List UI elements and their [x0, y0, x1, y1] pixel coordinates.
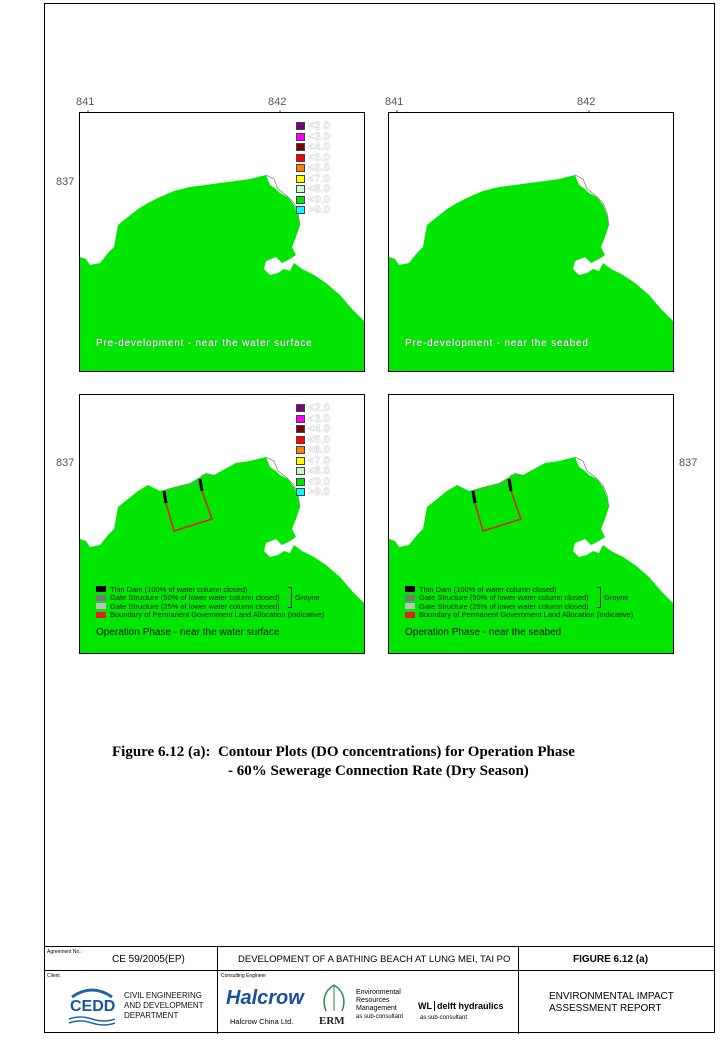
- land-allocation-boundary: [474, 490, 522, 532]
- figure-title-line2: - 60% Sewerage Connection Rate (Dry Seas…: [228, 763, 529, 779]
- erm-name: Environmental Resources Management as su…: [356, 989, 404, 1020]
- legend-item: <5.0: [296, 434, 330, 446]
- annotation-gate-50: Gate Structure (50% of lower water colum…: [405, 593, 633, 602]
- water-area-map: [389, 456, 673, 653]
- title-block: Agreement No.: CE 59/2005(EP) DEVELOPMEN…: [44, 946, 715, 1034]
- groyne-label: Groyne: [604, 593, 629, 602]
- y-tick-837-bottom-left: 837: [56, 457, 75, 469]
- erm-logo-text: ERM: [319, 1015, 345, 1027]
- panel-caption: Operation Phase - near the seabed: [405, 627, 562, 638]
- halcrow-name: Halcrow China Ltd.: [230, 1017, 294, 1026]
- annotation-gate-25: Gate Structure (25% of lower water colum…: [405, 602, 633, 611]
- report-title: ENVIRONMENTAL IMPACT ASSESSMENT REPORT: [549, 991, 674, 1014]
- structure-annotation: Thin Dam (100% of water column closed) G…: [405, 585, 633, 619]
- consultant-cell: Consulting Engineer Halcrow Halcrow Chin…: [218, 971, 519, 1034]
- thin-dam-left: [162, 490, 168, 504]
- halcrow-logo: Halcrow: [226, 987, 304, 1009]
- client-cell: Client CEDD CIVIL ENGINEERING AND DEVELO…: [44, 971, 218, 1034]
- y-tick-837-bottom-right: 837: [679, 457, 698, 469]
- annotation-thin-dam: Thin Dam (100% of water column closed): [96, 585, 324, 594]
- legend-item: <9.0: [296, 476, 330, 488]
- consultant-label: Consulting Engineer: [221, 973, 267, 979]
- cedd-logo-text: CEDD: [70, 998, 116, 1015]
- legend-item: <6.0: [296, 444, 330, 456]
- x-tick-841-left: 841: [76, 96, 95, 108]
- annotation-gate-25: Gate Structure (25% of lower water colum…: [96, 602, 324, 611]
- agreement-label: Agreement No.:: [47, 949, 83, 955]
- x-tick-842-right: 842: [577, 96, 596, 108]
- land-allocation-boundary: [165, 490, 213, 532]
- legend-item: <8.0: [296, 465, 330, 477]
- figure-no-cell: FIGURE 6.12 (a): [519, 947, 715, 971]
- thin-dam-right: [198, 478, 204, 492]
- annotation-boundary: Boundary of Permanent Government Land Al…: [96, 610, 324, 619]
- erm-logo-icon: [323, 984, 345, 1012]
- legend-item: <4.0: [296, 423, 330, 435]
- legend-item: <9.0: [296, 194, 330, 206]
- agreement-cell: Agreement No.: CE 59/2005(EP): [44, 947, 218, 971]
- cedd-logo: [68, 988, 116, 1026]
- map-panel-bottom-left: <2.0 <3.0 <4.0 <5.0 <6.0 <7.0 <8.0 <9.0 …: [79, 394, 365, 654]
- wl-delft-logo: WL delft hydraulics: [418, 1001, 504, 1011]
- client-name: CIVIL ENGINEERING AND DEVELOPMENT DEPART…: [124, 991, 204, 1020]
- do-concentration-legend: <2.0 <3.0 <4.0 <5.0 <6.0 <7.0 <8.0 <9.0 …: [296, 402, 330, 498]
- x-tick-841-right: 841: [385, 96, 404, 108]
- groyne-label: Groyne: [295, 593, 320, 602]
- panel-caption: Pre-development - near the water surface: [96, 338, 313, 349]
- annotation-boundary: Boundary of Permanent Government Land Al…: [405, 610, 633, 619]
- wl-sub: as sub-consultant: [420, 1015, 468, 1021]
- figure-no: FIGURE 6.12 (a): [573, 954, 649, 965]
- page-frame: [44, 3, 715, 1033]
- legend-item: >9.0: [296, 486, 330, 498]
- y-tick-837-top: 837: [56, 176, 75, 188]
- annotation-thin-dam: Thin Dam (100% of water column closed): [405, 585, 633, 594]
- client-label: Client: [47, 973, 60, 979]
- legend-item: <2.0: [296, 402, 330, 414]
- project-title: DEVELOPMENT OF A BATHING BEACH AT LUNG M…: [238, 954, 511, 965]
- panel-caption: Operation Phase - near the water surface: [96, 627, 280, 638]
- agreement-no: CE 59/2005(EP): [112, 954, 185, 965]
- legend-item: <7.0: [296, 455, 330, 467]
- legend-item: <2.0: [296, 120, 330, 132]
- map-panel-top-right: Pre-development - near the seabed: [388, 112, 674, 372]
- map-panel-bottom-right: Thin Dam (100% of water column closed) G…: [388, 394, 674, 654]
- annotation-gate-50: Gate Structure (50% of lower water colum…: [96, 593, 324, 602]
- legend-item: <6.0: [296, 162, 330, 174]
- legend-item: <5.0: [296, 152, 330, 164]
- legend-item: <7.0: [296, 173, 330, 185]
- map-panel-top-left: <2.0 <3.0 <4.0 <5.0 <6.0 <7.0 <8.0 <9.0 …: [79, 112, 365, 372]
- water-area-map: [389, 174, 673, 371]
- structure-annotation: Thin Dam (100% of water column closed) G…: [96, 585, 324, 619]
- legend-item: >9.0: [296, 204, 330, 216]
- legend-item: <3.0: [296, 131, 330, 143]
- project-cell: DEVELOPMENT OF A BATHING BEACH AT LUNG M…: [218, 947, 519, 971]
- groyne-brace: [597, 587, 601, 608]
- thin-dam-right: [507, 478, 513, 492]
- groyne-brace: [288, 587, 292, 608]
- do-concentration-legend: <2.0 <3.0 <4.0 <5.0 <6.0 <7.0 <8.0 <9.0 …: [296, 120, 330, 216]
- figure-caption: Figure 6.12 (a): Contour Plots (DO conce…: [112, 743, 575, 781]
- thin-dam-left: [471, 490, 477, 504]
- legend-item: <4.0: [296, 141, 330, 153]
- legend-item: <8.0: [296, 183, 330, 195]
- legend-item: <3.0: [296, 413, 330, 425]
- panel-caption: Pre-development - near the seabed: [405, 338, 589, 349]
- x-tick-842-left: 842: [268, 96, 287, 108]
- figure-number: Figure 6.12 (a):: [112, 744, 211, 760]
- figure-title-line1: Contour Plots (DO concentrations) for Op…: [217, 744, 575, 760]
- report-cell: ENVIRONMENTAL IMPACT ASSESSMENT REPORT: [519, 971, 715, 1034]
